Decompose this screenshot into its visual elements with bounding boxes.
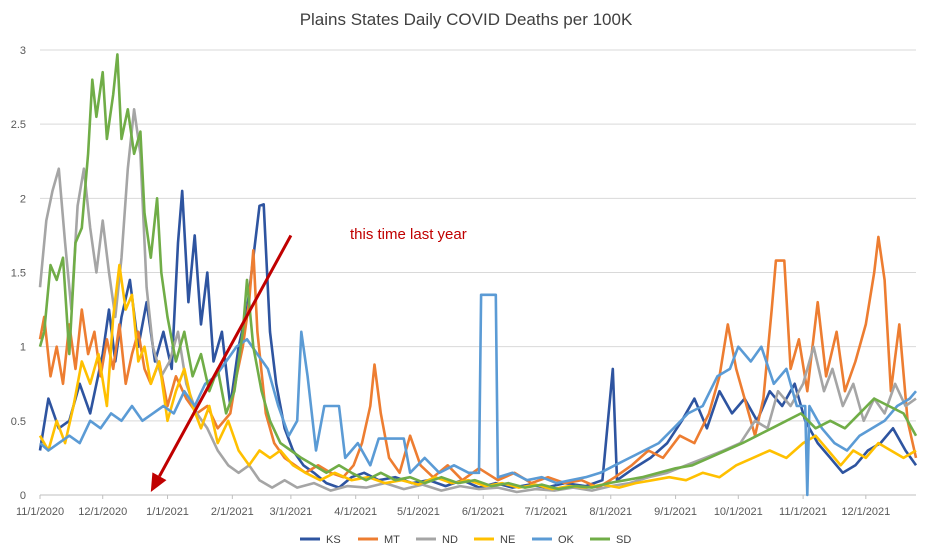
y-tick-label: 0.5 — [11, 416, 26, 428]
x-tick-label: 6/1/2021 — [462, 506, 505, 518]
legend-label-ok: OK — [558, 534, 575, 546]
annotation-text: this time last year — [350, 226, 467, 243]
annotation-arrow-shaft — [158, 234, 293, 477]
x-tick-label: 11/1/2020 — [16, 506, 64, 518]
x-tick-label: 10/1/2021 — [714, 506, 763, 518]
x-tick-label: 8/1/2021 — [589, 506, 632, 518]
legend-label-sd: SD — [616, 534, 631, 546]
x-tick-label: 9/1/2021 — [654, 506, 697, 518]
legend: KS MT ND NE OK SD — [300, 534, 631, 546]
annotation-arrow-head — [150, 472, 167, 493]
series-lines — [38, 53, 918, 497]
x-tick-label: 5/1/2021 — [397, 506, 440, 518]
x-tick-label: 12/1/2021 — [841, 506, 890, 518]
annotation: this time last year — [150, 226, 467, 493]
chart-title: Plains States Daily COVID Deaths per 100… — [300, 10, 633, 29]
x-tick-label: 2/1/2021 — [211, 506, 254, 518]
y-tick-label: 3 — [20, 45, 26, 57]
y-tick-label: 0 — [20, 490, 26, 502]
y-tick-label: 2.5 — [11, 119, 26, 131]
legend-label-mt: MT — [384, 534, 400, 546]
x-tick-label: 4/1/2021 — [334, 506, 377, 518]
y-tick-label: 1 — [20, 342, 26, 354]
legend-label-ks: KS — [326, 534, 341, 546]
series-line-mt — [38, 235, 918, 489]
x-tick-label: 12/1/2020 — [78, 506, 127, 518]
y-axis: 0 0.5 1 1.5 2 2.5 3 — [11, 45, 26, 502]
x-tick-label: 3/1/2021 — [269, 506, 312, 518]
x-tick-label: 1/1/2021 — [146, 506, 189, 518]
legend-label-ne: NE — [500, 534, 515, 546]
legend-label-nd: ND — [442, 534, 458, 546]
y-tick-label: 2 — [20, 193, 26, 205]
series-line-ok — [39, 293, 917, 497]
series-line-nd — [38, 108, 917, 494]
x-tick-label: 11/1/2021 — [779, 506, 827, 518]
x-axis: 11/1/2020 12/1/2020 1/1/2021 2/1/2021 3/1/20… — [16, 494, 916, 518]
y-tick-label: 1.5 — [11, 268, 26, 280]
x-tick-label: 7/1/2021 — [525, 506, 568, 518]
series-line-sd — [38, 53, 918, 491]
series-line-ne — [38, 263, 917, 491]
